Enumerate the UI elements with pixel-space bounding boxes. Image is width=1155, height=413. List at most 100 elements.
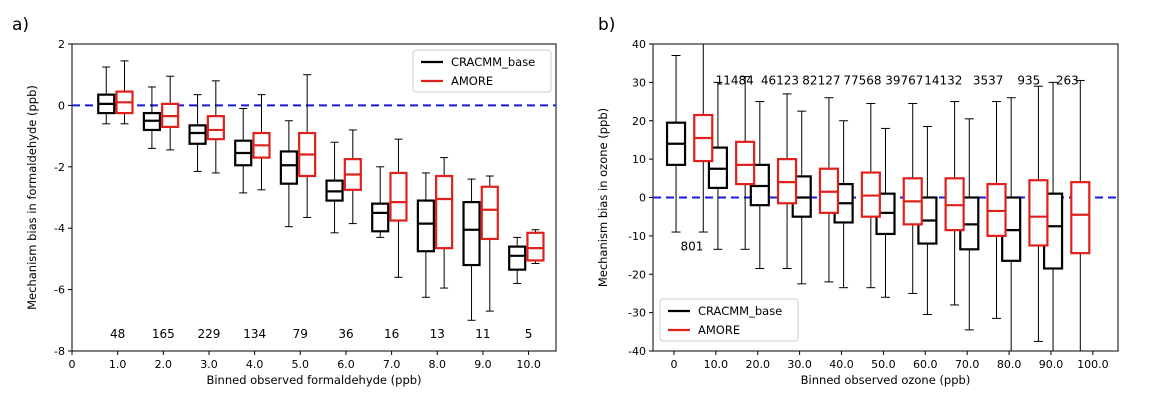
x-tick-label: 3.0 [200,358,218,371]
legend-label: AMORE [698,323,740,337]
box-cracmm-base [665,55,687,233]
plot-frame [71,43,557,352]
y-axis-label: Mechanism bias in ozone (ppb) [596,108,610,287]
legend: CRACMM_base AMORE [412,49,552,93]
x-tick-label: 10.0 [516,358,541,371]
box-cracmm-base [97,66,116,125]
box-amore [693,44,714,233]
x-tick-label: 0 [69,358,76,371]
legend-label: CRACMM_base [451,55,535,69]
legend-label: AMORE [451,74,493,88]
box-cracmm-base [707,81,729,250]
y-tick-label: 2 [58,38,65,51]
bin-count-label: 935 [1017,73,1040,87]
box-body [435,174,454,250]
bin-count-label: 165 [152,327,175,341]
bin-count-label: 5 [525,327,533,341]
box-amore [860,102,881,289]
y-tick-label: 10 [632,153,646,166]
x-tick-label: 6.0 [337,358,355,371]
box-amore [298,74,317,218]
x-tick-label: 9.0 [474,358,492,371]
box-body [508,245,527,271]
box-amore [435,157,454,289]
bin-count-label: 39767 [885,73,923,87]
panel-label: b) [598,15,615,35]
box-body [526,231,545,262]
box-body [462,201,481,267]
y-tick-label: -10 [628,230,646,243]
bin-count-label: 229 [198,327,221,341]
box-body [206,115,225,141]
y-tick-label: -2 [54,161,65,174]
chart-panel-1: a) -8 -6 -4 -2 0 2 0 1.0 2.0 3.0 4.0 5.0 6.0 7.0 8.0 9.0… [12,15,557,387]
box-group [665,44,1091,351]
bin-count-label: 134 [243,327,266,341]
y-tick-label: -4 [54,222,65,235]
legend-frame [412,49,552,93]
box-body [735,140,756,186]
y-tick-label: 0 [58,99,65,112]
box-cracmm-base [325,141,344,234]
panel-label: a) [12,15,29,35]
y-tick-label: 40 [632,38,646,51]
bin-count-label: 36 [338,327,353,341]
box-amore [389,138,408,278]
box-body [1070,181,1091,255]
legend-frame [659,298,799,342]
legend: CRACMM_base AMORE [659,298,799,342]
box-body [371,202,390,233]
x-tick-label: 40.0 [829,358,854,371]
x-tick-label: 4.0 [246,358,264,371]
box-amore [902,102,923,294]
bin-count-label: 16 [384,327,399,341]
box-cracmm-base [142,86,162,149]
bin-count-label: 13 [430,327,445,341]
x-tick-label: 5.0 [292,358,310,371]
box-cracmm-base [371,166,390,238]
box-group [97,60,545,321]
box-cracmm-base [234,107,253,194]
x-tick-label: 50.0 [871,358,896,371]
box-body [188,124,207,145]
x-tick-label: 10.0 [704,358,729,371]
x-tick-label: 60.0 [913,358,938,371]
box-cracmm-base [188,94,207,172]
y-tick-label: -20 [628,268,646,281]
box-amore [161,75,180,151]
bin-count-label: 77568 [843,73,881,87]
box-body [1028,179,1049,247]
box-amore [343,129,362,225]
box-amore [735,76,756,250]
box-amore [252,94,271,191]
x-axis-label: Binned observed ozone (ppb) [801,373,971,387]
x-tick-label: 0 [670,358,677,371]
box-cracmm-base [508,236,527,284]
x-tick-label: 1.0 [109,358,127,371]
bin-count-label: 82127 [802,73,840,87]
box-body [480,185,499,241]
y-tick-label: 30 [632,76,646,89]
x-tick-label: 8.0 [429,358,447,371]
chart-panel-2: b) -40 -30 -20 -10 0 10 20 30 40 0 10.0 20.0 30.0 40.0… [596,15,1119,387]
box-cracmm-base [1042,81,1064,351]
x-axis-label: Binned observed formaldehyde (ppb) [206,373,421,387]
box-amore [986,101,1007,319]
x-tick-label: 100.0 [1077,358,1109,371]
x-tick-label: 30.0 [787,358,812,371]
box-amore [206,80,225,174]
y-tick-label: 0 [639,192,646,205]
box-amore [1028,85,1049,342]
bin-count-label: 11484 [716,73,754,87]
box-amore [776,93,798,269]
y-axis-label: Mechanism bias in formaldehyde (ppb) [25,85,39,310]
y-tick-label: -30 [628,307,646,320]
bin-count-label: 11 [475,327,490,341]
box-cracmm-base [279,120,298,228]
box-amore [526,229,545,265]
x-tick-label: 70.0 [955,358,980,371]
box-amore [1070,79,1091,351]
box-amore [818,97,840,283]
x-tick-label: 90.0 [1039,358,1064,371]
